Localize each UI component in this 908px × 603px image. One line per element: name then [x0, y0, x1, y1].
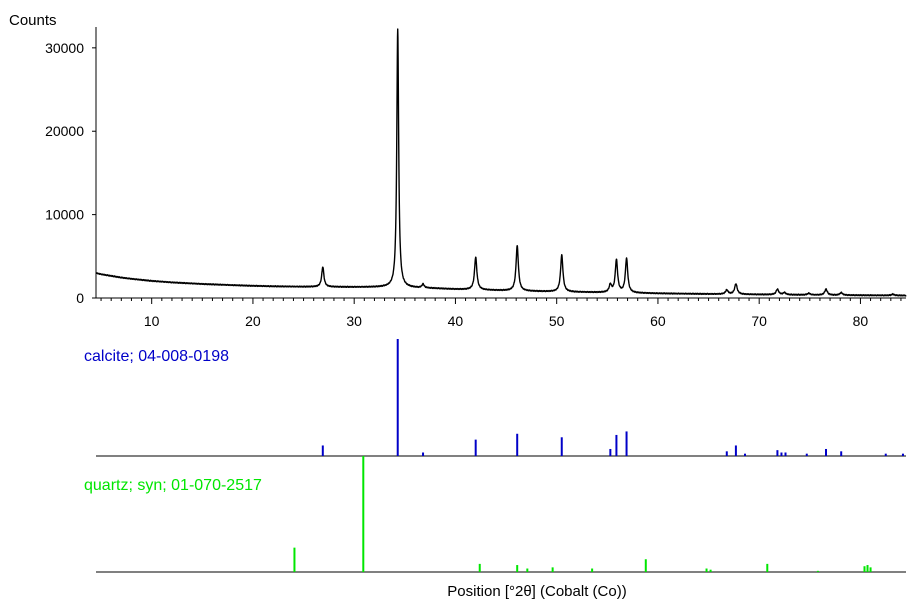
x-tick-label: 60 [650, 313, 666, 329]
diffractogram-plot [95, 28, 907, 297]
x-tick-label: 20 [245, 313, 261, 329]
y-tick-label: 10000 [45, 207, 84, 223]
x-tick-label: 70 [751, 313, 767, 329]
reference-label: calcite; 04-008-0198 [84, 348, 229, 365]
y-axis-title: Counts [9, 12, 57, 29]
reference-pattern-1: calcite; 04-008-0198 [84, 339, 906, 457]
y-tick-label: 30000 [45, 40, 84, 56]
reference-label: quartz; syn; 01-070-2517 [84, 477, 262, 494]
x-tick-label: 80 [853, 313, 869, 329]
x-axis: 10 20 30 40 50 60 70 80 [96, 297, 906, 329]
x-tick-label: 50 [549, 313, 565, 329]
x-tick-label: 10 [144, 313, 160, 329]
y-tick-label: 0 [76, 290, 84, 306]
x-tick-label: 30 [346, 313, 362, 329]
diffractogram-line [95, 28, 907, 297]
x-axis-title: Position [°2θ] (Cobalt (Co)) [447, 583, 626, 600]
y-tick-label: 20000 [45, 123, 84, 139]
reference-pattern-2: quartz; syn; 01-070-2517 [84, 456, 906, 573]
reference-patterns: calcite; 04-008-0198 quartz; syn; 01-070-… [84, 339, 906, 573]
y-axis: 0 10000 20000 30000 [45, 27, 97, 306]
x-tick-label: 40 [448, 313, 464, 329]
